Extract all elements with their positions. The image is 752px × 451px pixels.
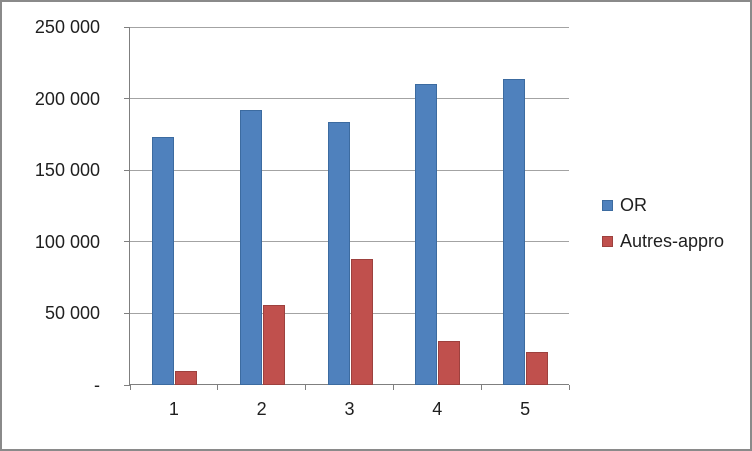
bar-or xyxy=(239,110,262,385)
legend-swatch xyxy=(602,235,613,247)
gridline xyxy=(130,312,569,314)
x-axis-tick-label: 3 xyxy=(344,399,355,419)
bar-or xyxy=(151,137,174,385)
gridline xyxy=(130,98,569,100)
x-axis-tick xyxy=(480,385,482,390)
x-axis-line xyxy=(130,384,569,385)
y-axis-tick-label: 250 000 xyxy=(34,17,100,37)
y-axis-tick-label: 50 000 xyxy=(44,303,100,324)
bar-autres-appro xyxy=(526,352,549,385)
legend-item-or: OR xyxy=(602,194,724,216)
y-axis-tick xyxy=(124,98,130,100)
bar-or xyxy=(327,121,350,385)
x-axis-tick xyxy=(568,385,570,390)
y-axis-tick-label: - xyxy=(94,375,100,395)
bar-autres-appro xyxy=(438,340,461,385)
x-axis-tick xyxy=(392,385,394,390)
legend: OR Autres-appro xyxy=(602,194,724,266)
legend-item-autres-appro: Autres-appro xyxy=(602,230,724,252)
legend-label: Autres-appro xyxy=(620,230,725,251)
y-axis-tick xyxy=(124,241,130,243)
x-axis-tick xyxy=(305,385,307,390)
bar-or xyxy=(415,84,438,385)
y-axis-tick xyxy=(124,384,130,386)
y-axis-tick xyxy=(124,312,130,314)
y-axis-tick xyxy=(124,169,130,171)
bar-autres-appro xyxy=(174,370,197,385)
x-axis-tick-label: 5 xyxy=(520,399,531,419)
legend-swatch xyxy=(602,199,613,211)
y-axis-tick xyxy=(124,26,130,28)
bar-autres-appro xyxy=(350,258,373,385)
x-axis-tick-label: 4 xyxy=(432,399,443,419)
gridline xyxy=(130,241,569,243)
y-axis-tick-label: 100 000 xyxy=(34,231,100,252)
bar-or xyxy=(503,78,526,385)
x-axis-tick-label: 1 xyxy=(168,399,179,419)
y-axis-tick-label: 200 000 xyxy=(34,88,100,109)
bar-autres-appro xyxy=(262,304,285,385)
x-axis-tick xyxy=(217,385,219,390)
gridline xyxy=(130,26,569,28)
y-axis-line xyxy=(129,27,130,385)
x-axis-tick-label: 2 xyxy=(256,399,267,419)
y-axis-tick-label: 150 000 xyxy=(34,160,100,181)
gridline xyxy=(130,169,569,171)
x-axis-tick xyxy=(129,385,131,390)
legend-label: OR xyxy=(620,194,647,215)
